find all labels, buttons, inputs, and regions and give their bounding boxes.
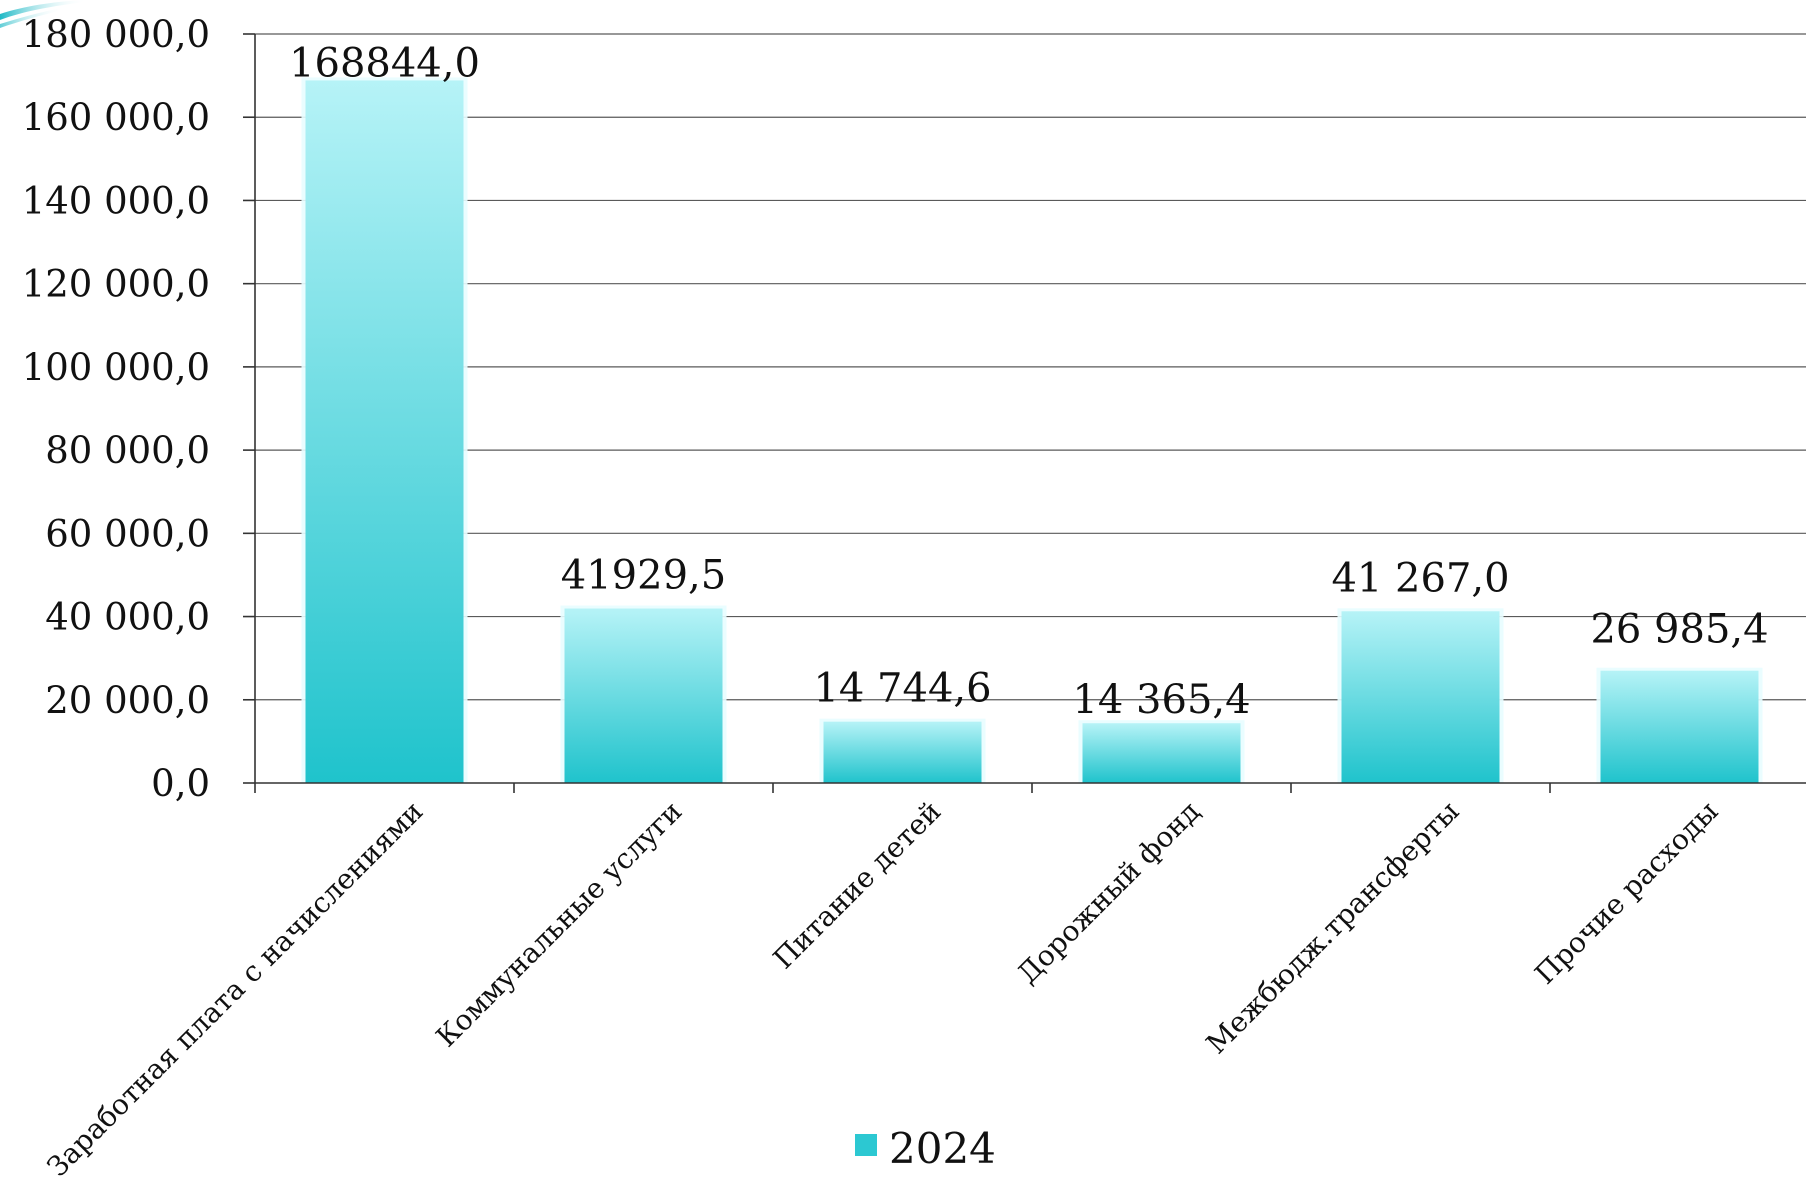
y-tick-label: 140 000,0 [22, 179, 210, 222]
y-tick-label: 180 000,0 [22, 13, 210, 56]
data-label: 168844,0 [289, 40, 480, 86]
corner-decoration [0, 0, 86, 28]
labels: 0,0 20 000,0 40 000,0 60 000,0 80 000,0 100 0… [22, 13, 1769, 1183]
y-tick-label: 40 000,0 [45, 596, 210, 639]
x-tick-label: Прочие расходы [1528, 795, 1724, 991]
bar-3 [823, 721, 982, 783]
data-label: 41 267,0 [1331, 555, 1509, 601]
bar-2 [564, 608, 723, 783]
x-tick-label: Питание детей [767, 795, 948, 976]
bar-4 [1082, 723, 1241, 783]
bar-1 [305, 80, 464, 783]
gridlines [255, 33, 1806, 701]
x-tick-label: Заработная плата с начислениями [41, 795, 430, 1182]
x-tick-label: Межбюдж.трансферты [1200, 795, 1466, 1061]
legend-swatch [855, 1134, 877, 1156]
y-tick-label: 100 000,0 [22, 346, 210, 389]
y-tick-label: 160 000,0 [22, 96, 210, 139]
data-label: 14 744,6 [813, 666, 991, 712]
x-tick-label: Коммунальные услуги [430, 795, 689, 1054]
legend-label: 2024 [889, 1124, 996, 1173]
data-label: 14 365,4 [1072, 677, 1250, 723]
data-label: 26 985,4 [1590, 607, 1768, 653]
y-tick-label: 120 000,0 [22, 263, 210, 306]
legend: 2024 [855, 1124, 996, 1173]
bar-6 [1600, 670, 1759, 783]
y-tick-label: 0,0 [151, 762, 210, 805]
y-tick-label: 80 000,0 [45, 429, 210, 472]
bar-5 [1341, 611, 1500, 783]
bars [301, 77, 1763, 783]
axes [243, 33, 1806, 793]
y-tick-label: 60 000,0 [45, 512, 210, 555]
y-tick-label: 20 000,0 [45, 679, 210, 722]
data-label: 41929,5 [561, 553, 726, 599]
x-tick-label: Дорожный фонд [1011, 795, 1206, 990]
